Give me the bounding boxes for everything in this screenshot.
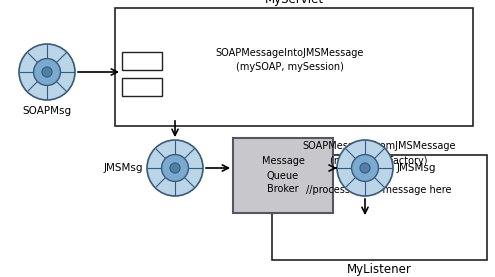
Circle shape (147, 140, 203, 196)
Bar (233, 138, 333, 213)
Text: MyListener: MyListener (347, 263, 412, 276)
Circle shape (360, 163, 370, 173)
Circle shape (42, 67, 52, 77)
Text: SOAPMessageFromJMSMessage
(myJMS, myFactory)

//process SOAP message here: SOAPMessageFromJMSMessage (myJMS, myFact… (302, 141, 456, 195)
Text: SOAPMsg: SOAPMsg (22, 106, 72, 116)
Bar (272, 155, 487, 260)
Text: SOAPMessageIntoJMSMessage
(mySOAP, mySession): SOAPMessageIntoJMSMessage (mySOAP, mySes… (216, 48, 364, 72)
Circle shape (337, 140, 393, 196)
Text: JMSMsg: JMSMsg (397, 163, 437, 173)
Bar (122, 78, 162, 96)
Bar (115, 8, 473, 126)
Bar (122, 52, 162, 70)
Circle shape (34, 58, 60, 85)
Text: MyServlet: MyServlet (264, 0, 324, 6)
Circle shape (351, 155, 379, 181)
Text: JMSMsg: JMSMsg (103, 163, 143, 173)
Circle shape (170, 163, 180, 173)
Circle shape (161, 155, 189, 181)
Circle shape (19, 44, 75, 100)
Text: Message
Queue
Broker: Message Queue Broker (261, 157, 304, 194)
